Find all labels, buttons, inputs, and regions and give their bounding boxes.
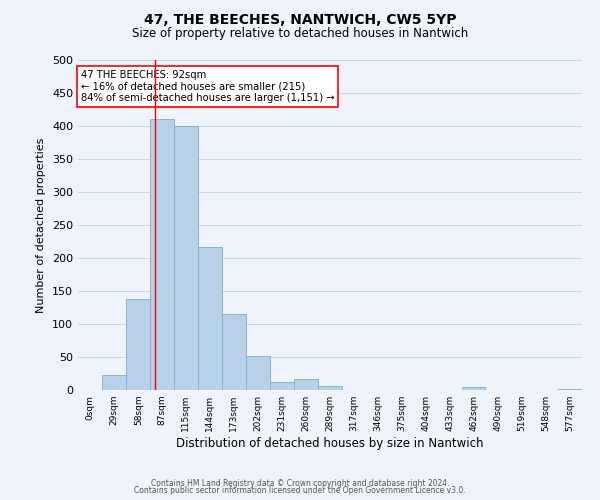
Text: Contains public sector information licensed under the Open Government Licence v3: Contains public sector information licen…	[134, 486, 466, 495]
Text: 47, THE BEECHES, NANTWICH, CW5 5YP: 47, THE BEECHES, NANTWICH, CW5 5YP	[144, 12, 456, 26]
Bar	[270, 382, 294, 390]
Bar	[174, 126, 197, 390]
Bar	[295, 380, 318, 390]
X-axis label: Distribution of detached houses by size in Nantwich: Distribution of detached houses by size …	[176, 437, 484, 450]
Bar	[127, 299, 150, 390]
Bar	[463, 388, 485, 390]
Bar	[222, 314, 246, 390]
Bar	[198, 247, 222, 390]
Bar	[319, 386, 341, 390]
Bar	[558, 388, 582, 390]
Text: Size of property relative to detached houses in Nantwich: Size of property relative to detached ho…	[132, 28, 468, 40]
Text: Contains HM Land Registry data © Crown copyright and database right 2024.: Contains HM Land Registry data © Crown c…	[151, 478, 449, 488]
Bar	[151, 120, 173, 390]
Text: 47 THE BEECHES: 92sqm
← 16% of detached houses are smaller (215)
84% of semi-det: 47 THE BEECHES: 92sqm ← 16% of detached …	[80, 70, 334, 103]
Y-axis label: Number of detached properties: Number of detached properties	[37, 138, 46, 312]
Bar	[246, 356, 270, 390]
Bar	[102, 376, 126, 390]
